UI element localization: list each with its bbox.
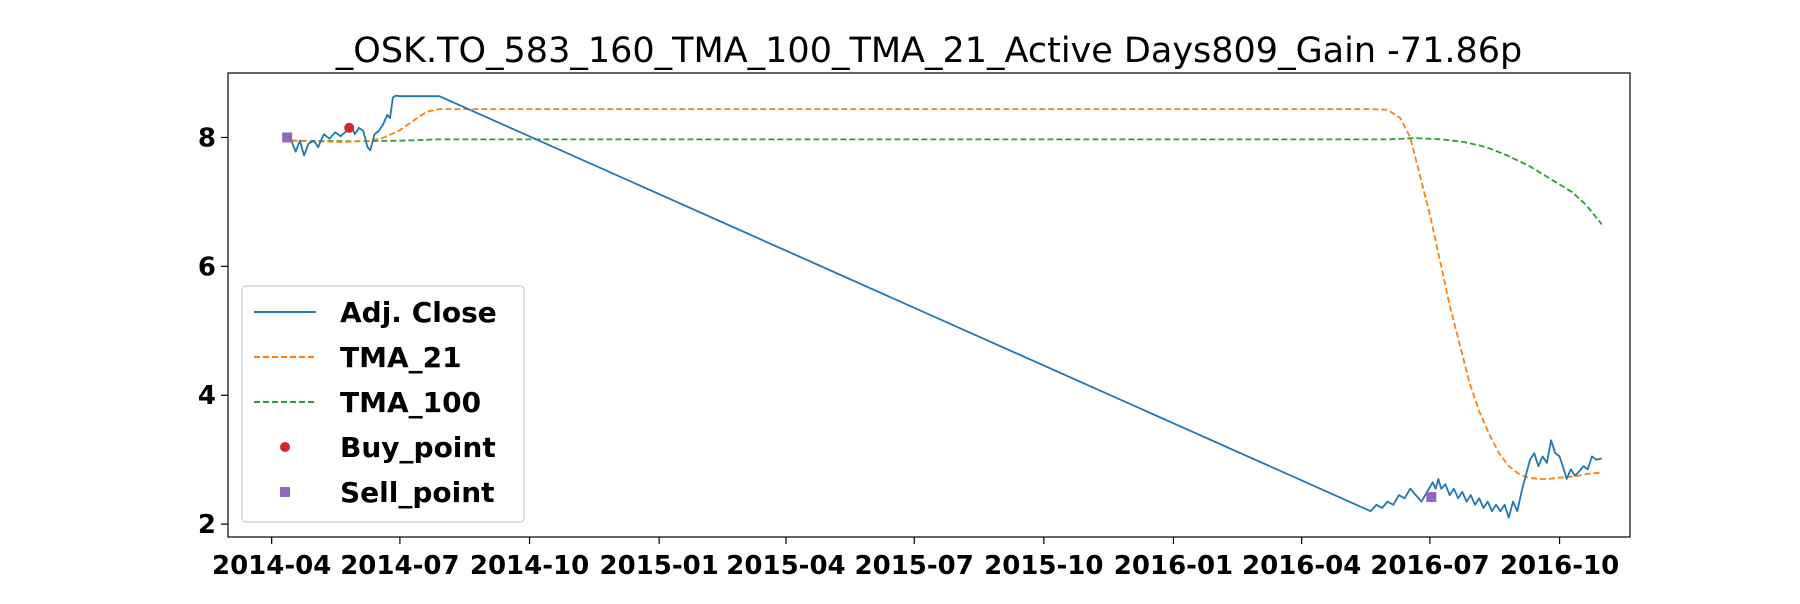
legend: Adj. Close TMA_21 TMA_100 Buy_point Sell_poi… bbox=[241, 285, 525, 523]
x-tick-label: 2016-04 bbox=[1242, 551, 1361, 581]
x-tick-label: 2016-07 bbox=[1370, 551, 1489, 581]
y-tick-label: 8 bbox=[198, 123, 216, 153]
chart-title: _OSK.TO_583_160_TMA_100_TMA_21_Active Da… bbox=[335, 31, 1522, 71]
legend-item-tma-21: TMA_21 bbox=[254, 341, 462, 374]
legend-item-tma-100: TMA_100 bbox=[254, 386, 481, 419]
y-tick-label: 4 bbox=[198, 381, 216, 411]
y-tick-label: 6 bbox=[198, 252, 216, 282]
legend-label: Buy_point bbox=[340, 431, 496, 464]
legend-swatch bbox=[280, 442, 290, 452]
plot-frame bbox=[227, 72, 1631, 538]
legend-item-buy-point: Buy_point bbox=[280, 431, 496, 464]
x-tick-label: 2015-04 bbox=[726, 551, 845, 581]
x-tick-label: 2016-01 bbox=[1114, 551, 1233, 581]
x-tick-label: 2014-07 bbox=[340, 551, 459, 581]
legend-label: Sell_point bbox=[340, 476, 495, 509]
legend-swatch bbox=[280, 487, 290, 497]
y-tick-label: 2 bbox=[198, 510, 216, 540]
legend-item-adj-close: Adj. Close bbox=[254, 296, 497, 329]
plot-area bbox=[282, 94, 1603, 519]
marker-sell-point bbox=[1426, 492, 1437, 503]
marker-buy-point bbox=[344, 122, 355, 133]
legend-item-sell-point: Sell_point bbox=[280, 476, 495, 509]
x-tick-label: 2014-10 bbox=[470, 551, 589, 581]
legend-label: TMA_100 bbox=[340, 386, 481, 419]
x-tick-label: 2015-01 bbox=[599, 551, 718, 581]
x-tick-label: 2016-10 bbox=[1500, 551, 1619, 581]
x-tick-label: 2014-04 bbox=[212, 551, 331, 581]
legend-label: Adj. Close bbox=[340, 296, 497, 329]
series-line-tma-21 bbox=[291, 108, 1602, 480]
x-tick-label: 2015-10 bbox=[984, 551, 1103, 581]
legend-label: TMA_21 bbox=[340, 341, 462, 374]
marker-sell-point bbox=[282, 132, 293, 143]
legend-box bbox=[241, 285, 525, 523]
x-tick-label: 2015-07 bbox=[855, 551, 974, 581]
series-line-tma-100 bbox=[291, 137, 1603, 225]
series-line-adj-close bbox=[290, 94, 1603, 519]
axes: 2014-04 2014-07 2014-10 2015-01 2015-04 2015-… bbox=[198, 123, 1619, 581]
